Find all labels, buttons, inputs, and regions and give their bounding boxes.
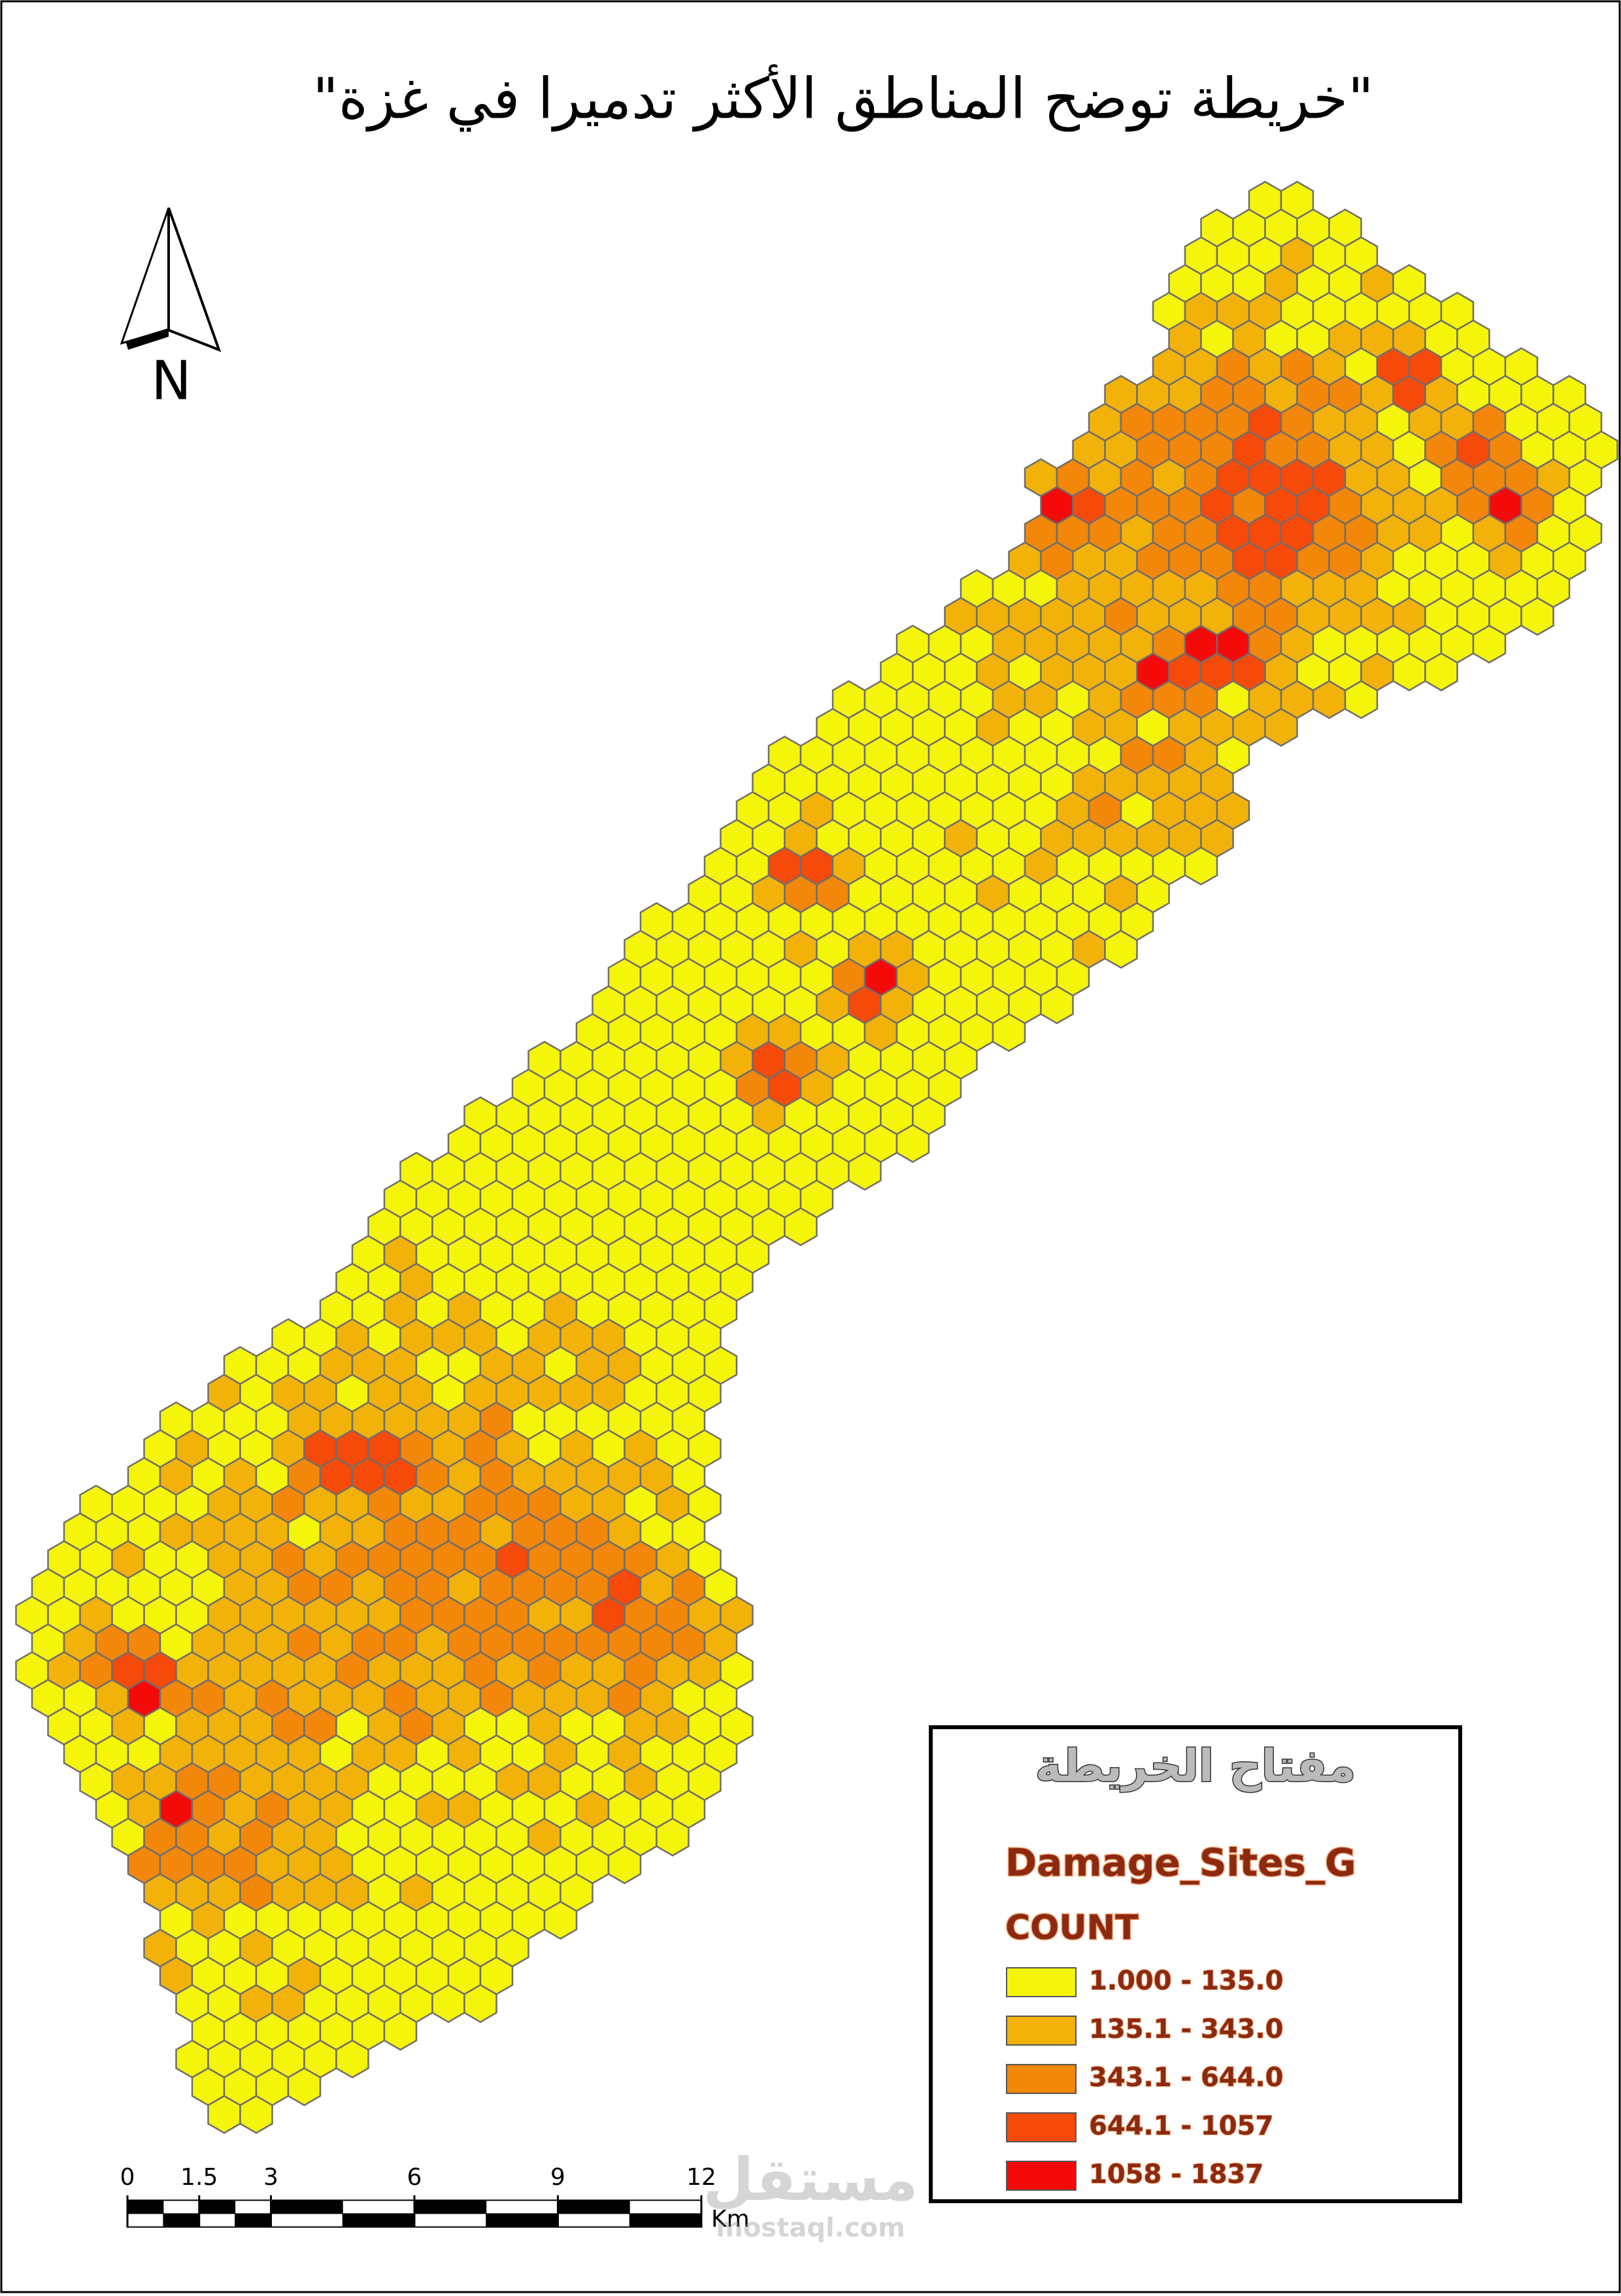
hex-layer (15, 180, 1618, 2135)
legend-swatch (1006, 1967, 1077, 1997)
scale-tick-label: 1.5 (180, 2164, 218, 2191)
scale-tick-label: 9 (550, 2164, 565, 2191)
scale-segment (235, 2200, 271, 2214)
north-label: N (151, 350, 191, 412)
legend-label: 1058 - 1837 (1089, 2159, 1263, 2189)
north-arrow-right (167, 207, 222, 352)
legend-label: 343.1 - 644.0 (1089, 2063, 1284, 2093)
scale-segment (558, 2201, 630, 2214)
scale-segment (127, 2213, 164, 2227)
hex-cell (335, 2039, 369, 2079)
scale-segment (343, 2214, 414, 2227)
map-title: "خريطة توضح المناطق الأكثر تدميرا في غزة… (312, 64, 1373, 131)
scale-segment (342, 2200, 415, 2214)
scale-tick-label: 0 (120, 2164, 135, 2191)
legend: مفتاح الخريطة Damage_Sites_G COUNT 1.000… (929, 1725, 1462, 2203)
watermark-latin: mostaql.com (716, 2213, 905, 2243)
scale-segment (558, 2213, 630, 2227)
scale-segment (271, 2201, 343, 2214)
scale-segment (414, 2201, 486, 2214)
legend-swatch (1006, 2064, 1077, 2094)
scale-unit: Km (711, 2206, 750, 2233)
hex-cell (607, 1845, 642, 1885)
scale-segment (127, 2201, 163, 2214)
hex-cell (1264, 707, 1298, 747)
hex-cell (784, 1207, 818, 1247)
scale-segment (414, 2213, 487, 2227)
watermark-arabic: مستقل (703, 2146, 918, 2214)
hex-cell (287, 2067, 322, 2106)
hex-cell (1472, 624, 1507, 664)
scale-segment (271, 2213, 343, 2227)
hex-cell (239, 2095, 273, 2135)
scale-segment (199, 2201, 235, 2214)
legend-layer: Damage_Sites_G (1005, 1840, 1356, 1885)
north-arrow-base (125, 328, 169, 350)
scale-segment (629, 2200, 702, 2214)
scale-bar: 0 1.5 3 6 9 12 Km (120, 2164, 750, 2233)
hex-cell (383, 2012, 418, 2051)
legend-label: 644.1 - 1057 (1089, 2111, 1273, 2141)
hex-cell (1184, 846, 1218, 886)
legend-field: COUNT (1005, 1908, 1139, 1948)
scale-segment (486, 2214, 558, 2227)
legend-label: 135.1 - 343.0 (1089, 2014, 1284, 2044)
hex-cell (1104, 930, 1138, 969)
legend-swatch (1006, 2016, 1077, 2046)
legend-items: 1.000 - 135.0 135.1 - 343.0 343.1 - 644.0 6… (1006, 1965, 1284, 2191)
north-arrow: N (120, 207, 222, 412)
hex-cell (992, 1013, 1026, 1053)
hex-cell (848, 1151, 882, 1191)
hex-cell (463, 1984, 497, 2023)
scale-segment (199, 2213, 236, 2227)
hex-cell (543, 1900, 578, 1940)
legend-label: 1.000 - 135.0 (1089, 1966, 1284, 1996)
legend-swatch (1006, 2161, 1077, 2191)
scale-segment (163, 2200, 200, 2214)
scale-tick-label: 3 (263, 2164, 278, 2191)
watermark: مستقل mostaql.com (703, 2146, 918, 2243)
hex-cell (1344, 680, 1379, 719)
hex-cell (656, 1817, 690, 1857)
hex-cell (1040, 985, 1074, 1024)
hex-cell (895, 1124, 930, 1163)
hex-cell (1424, 652, 1458, 692)
legend-swatch (1006, 2112, 1077, 2142)
scale-segment (486, 2200, 558, 2214)
scale-tick-label: 12 (686, 2164, 716, 2191)
scale-tick-label: 6 (407, 2164, 422, 2191)
scale-segment (235, 2214, 271, 2227)
scale-segment (163, 2214, 199, 2227)
legend-title: مفتاح الخريطة (1035, 1741, 1356, 1793)
scale-segment (629, 2214, 701, 2227)
hex-cell (1520, 597, 1554, 636)
